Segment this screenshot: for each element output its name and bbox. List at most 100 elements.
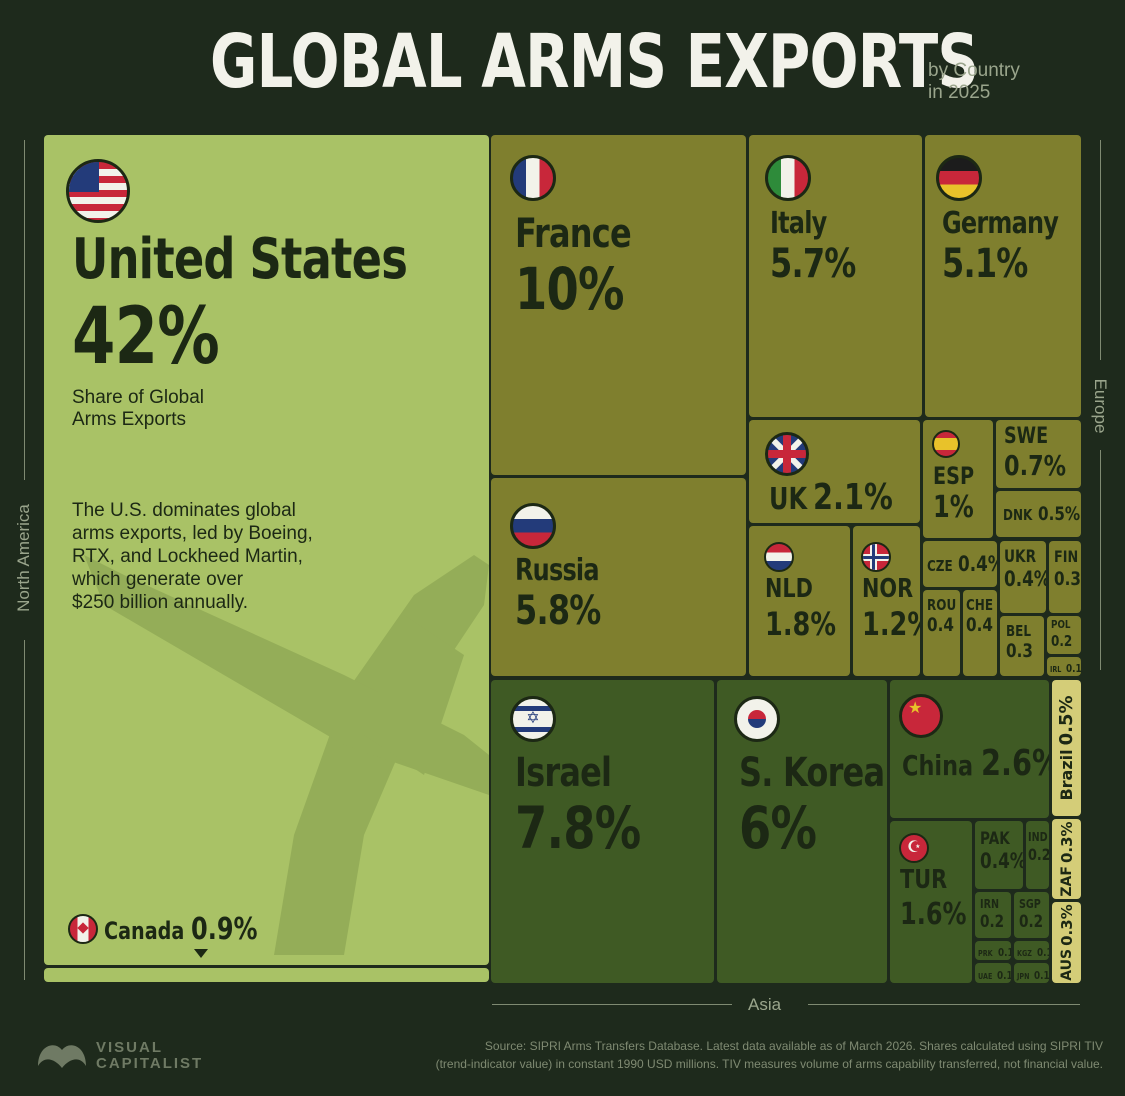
flag-icon-italy xyxy=(765,155,811,201)
visual-capitalist-logo-icon xyxy=(38,1045,86,1068)
country-name: Germany xyxy=(942,206,1059,241)
country-value: 0.5% xyxy=(1056,695,1077,746)
country-name: China xyxy=(902,749,974,782)
tile-ireland: IRL 0.1 xyxy=(1047,657,1081,676)
country-value: 1.6% xyxy=(900,897,967,932)
desc-line: arms exports, led by Boeing, xyxy=(72,523,313,544)
flag-icon-russia xyxy=(510,503,556,549)
country-name: UKR xyxy=(1004,547,1037,567)
country-value: 0.2 xyxy=(1028,845,1049,864)
tile-south-korea: S. Korea 6% xyxy=(717,680,887,983)
source-note: Source: SIPRI Arms Transfers Database. L… xyxy=(283,1037,1103,1073)
country-value: 2.1% xyxy=(813,477,893,518)
subtitle-line-2: in 2025 xyxy=(928,82,991,103)
asia-line-left xyxy=(492,1004,732,1005)
tile-canada xyxy=(44,968,489,982)
tile-france: France 10% xyxy=(491,135,746,475)
flag-icon-netherlands xyxy=(764,542,794,572)
country-value: 0.3% xyxy=(1057,821,1076,864)
tile-russia: Russia 5.8% xyxy=(491,478,746,676)
country-value: 0.2 xyxy=(1019,912,1044,932)
country-value: 1.2% xyxy=(862,605,920,643)
country-name: POL xyxy=(1051,618,1071,631)
country-value: 0.2 xyxy=(1051,632,1073,650)
desc-line: which generate over xyxy=(72,569,244,590)
country-name: AUS xyxy=(1058,948,1075,981)
country-value: 0.3 xyxy=(1054,568,1081,590)
flag-icon-united-kingdom xyxy=(765,432,809,476)
tile-sweden: SWE 0.7% xyxy=(996,420,1081,488)
country-name: IND xyxy=(1028,830,1048,844)
country-name: SGP xyxy=(1019,897,1041,911)
canada-pointer-icon xyxy=(194,949,208,958)
tile-ukraine: UKR 0.4% xyxy=(1000,541,1046,613)
country-name: NLD xyxy=(765,574,813,604)
country-value: 0.2 xyxy=(980,912,1005,932)
country-name: Israel xyxy=(515,750,612,796)
country-name: CZE xyxy=(927,557,953,575)
desc-line: $250 billion annually. xyxy=(72,592,249,613)
tile-china: ★ China 2.6% xyxy=(890,680,1049,818)
country-name: JPN xyxy=(1017,972,1030,981)
tile-south-africa: ZAF 0.3% xyxy=(1052,819,1081,899)
country-value: 0.4 xyxy=(927,614,954,636)
country-value: 0.1 xyxy=(997,969,1011,982)
tile-denmark: DNK 0.5% xyxy=(996,491,1081,537)
country-value-canada: 0.9% xyxy=(190,912,258,947)
tile-spain: ESP 1% xyxy=(923,420,993,538)
country-value: 42% xyxy=(72,292,220,382)
country-value: 0.1 xyxy=(1034,969,1049,982)
country-value: 5.1% xyxy=(942,241,1028,287)
tile-romania: ROU 0.4 xyxy=(923,590,960,676)
tile-netherlands: NLD 1.8% xyxy=(749,526,850,676)
desc-line: The U.S. dominates global xyxy=(72,500,296,521)
country-value: 0.7% xyxy=(1004,449,1067,482)
country-name: IRL xyxy=(1050,665,1062,674)
share-label-line-1: Share of Global xyxy=(72,387,205,408)
desc-line: RTX, and Lockheed Martin, xyxy=(72,546,303,567)
country-value: 2.6% xyxy=(981,743,1049,784)
tile-singapore: SGP 0.2 xyxy=(1014,892,1049,938)
asia-line-right xyxy=(808,1004,1080,1005)
europe-line-top xyxy=(1100,140,1101,360)
country-name-canada: Canada xyxy=(104,917,185,945)
country-value: 0.4% xyxy=(957,552,997,576)
country-name: Russia xyxy=(515,553,600,588)
europe-line-bottom xyxy=(1100,450,1101,670)
country-name: UAE xyxy=(978,972,993,981)
country-value: 0.4 xyxy=(966,614,993,636)
aircraft-silhouette xyxy=(84,555,489,955)
country-name: TUR xyxy=(900,865,948,895)
country-value: 6% xyxy=(739,794,817,862)
country-value: 0.3% xyxy=(1057,904,1076,946)
country-value: 0.5% xyxy=(1038,503,1081,525)
country-value: 0.1 xyxy=(997,946,1011,959)
country-value: 0.1 xyxy=(1037,946,1049,959)
flag-icon-canada xyxy=(68,914,98,944)
tile-israel: ✡ Israel 7.8% xyxy=(491,680,714,983)
country-name: Italy xyxy=(770,206,827,241)
country-name: PRK xyxy=(978,949,993,958)
tile-brazil: Brazil 0.5% xyxy=(1052,680,1081,816)
country-name: Brazil xyxy=(1057,749,1076,801)
country-name: ROU xyxy=(927,596,957,614)
tile-iran: IRN 0.2 xyxy=(975,892,1011,938)
flag-icon-germany xyxy=(936,155,982,201)
tile-india: IND 0.2 xyxy=(1026,821,1049,889)
tile-turkey: ☪ TUR 1.6% xyxy=(890,821,972,983)
flag-icon-france xyxy=(510,155,556,201)
page-title: GLOBAL ARMS EXPORTS xyxy=(210,19,979,105)
source-line-1: Source: SIPRI Arms Transfers Database. L… xyxy=(484,1039,1103,1053)
flag-icon-united-states xyxy=(66,159,130,223)
logo-line-2: CAPITALIST xyxy=(96,1055,204,1072)
flag-icon-norway xyxy=(861,542,891,572)
tile-poland: POL 0.2 xyxy=(1047,616,1081,654)
country-value: 0.4% xyxy=(980,849,1023,873)
visual-capitalist-logo: VISUAL CAPITALIST xyxy=(96,1040,203,1072)
tile-switzerland: CHE 0.4 xyxy=(963,590,997,676)
flag-icon-china: ★ xyxy=(899,694,943,738)
country-name: ESP xyxy=(933,462,975,490)
flag-icon-south-korea xyxy=(734,696,780,742)
tile-belgium: BEL 0.3 xyxy=(1000,616,1044,676)
page-subtitle: by Country in 2025 xyxy=(928,60,1020,104)
